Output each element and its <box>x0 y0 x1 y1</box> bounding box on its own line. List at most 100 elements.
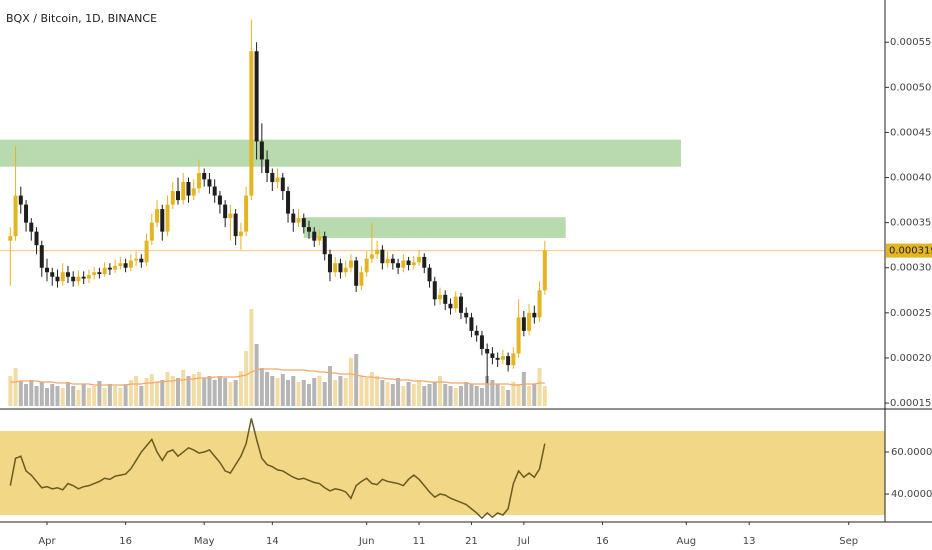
candle-body <box>165 204 170 232</box>
candle-body <box>144 240 149 263</box>
candle-body <box>217 195 222 205</box>
candle-body <box>76 276 81 282</box>
volume-bar <box>364 378 369 406</box>
candle-body <box>123 263 128 268</box>
volume-bar <box>113 386 118 406</box>
candle-body <box>317 236 322 241</box>
x-tick-label: 16 <box>596 536 609 547</box>
candle-body <box>286 191 291 214</box>
candle-body <box>107 267 112 270</box>
candle-body <box>18 195 23 205</box>
candle-body <box>380 249 385 264</box>
volume-bar <box>333 380 338 406</box>
candle-body <box>223 204 228 219</box>
volume-bar <box>71 386 76 406</box>
candle-body <box>375 249 380 255</box>
candle-body <box>333 263 338 273</box>
x-tick-label: Sep <box>839 536 858 547</box>
candle-body <box>128 260 133 268</box>
volume-bar <box>202 378 207 406</box>
candle-body <box>406 260 411 266</box>
candle-body <box>432 281 437 300</box>
candle-body <box>322 236 327 255</box>
volume-bar <box>186 376 191 406</box>
candle-body <box>369 254 374 259</box>
volume-bar <box>390 384 395 406</box>
candle-body <box>485 348 490 354</box>
volume-bar <box>223 378 228 406</box>
candle-body <box>521 317 526 331</box>
candle-body <box>417 256 422 263</box>
volume-bar <box>474 386 479 406</box>
volume-bar <box>123 384 128 406</box>
candle-body <box>102 267 107 275</box>
volume-bar <box>411 384 416 406</box>
volume-bar <box>176 378 181 406</box>
candle-body <box>411 262 416 266</box>
volume-bar <box>128 380 133 406</box>
candle-body <box>532 312 537 318</box>
x-tick-label: May <box>194 536 215 547</box>
candle-body <box>469 317 474 331</box>
volume-bar <box>542 386 547 406</box>
candle-body <box>39 245 44 268</box>
volume-ma <box>10 368 545 386</box>
volume-bar <box>50 384 55 406</box>
candle-body <box>453 296 458 309</box>
candle-body <box>542 250 547 291</box>
volume-bar <box>438 376 443 406</box>
candle-body <box>527 312 532 331</box>
candle-body <box>170 191 175 205</box>
candle-body <box>118 263 123 266</box>
candle-body <box>181 182 186 201</box>
candle-body <box>307 227 312 232</box>
y-tick-label: 0.00055000 <box>890 37 932 48</box>
candle-body <box>254 51 259 142</box>
candle-body <box>86 274 91 279</box>
candle-body <box>139 258 144 263</box>
volume-bar <box>259 368 264 406</box>
candle-body <box>212 186 217 196</box>
volume-bar <box>506 390 511 406</box>
volume-bar <box>458 386 463 406</box>
volume-bar <box>149 374 154 406</box>
volume-bar <box>406 382 411 406</box>
volume-bar <box>34 386 39 406</box>
candle-body <box>202 173 207 180</box>
volume-bar <box>81 384 86 406</box>
candle-body <box>244 195 249 232</box>
volume-bar <box>55 386 60 406</box>
candle-body <box>479 335 484 349</box>
volume-bar <box>511 382 516 406</box>
volume-bar <box>165 372 170 406</box>
volume-bar <box>479 388 484 406</box>
x-tick-label: 21 <box>465 536 478 547</box>
volume-bar <box>207 376 212 406</box>
y-tick-label: 0.00040000 <box>890 173 932 184</box>
volume-bar <box>228 382 233 406</box>
candle-body <box>270 173 275 183</box>
candle-body <box>238 231 243 237</box>
chart-title: BQX / Bitcoin, 1D, BINANCE <box>6 12 157 25</box>
volume-bar <box>495 384 500 406</box>
candle-body <box>176 191 181 201</box>
candle-body <box>60 272 65 282</box>
candle-body <box>500 356 505 360</box>
candle-body <box>474 330 479 336</box>
candle-body <box>50 272 55 277</box>
volume-bar <box>97 381 102 406</box>
volume-bar <box>422 386 427 406</box>
y-tick-label: 0.00045000 <box>890 127 932 138</box>
volume-bar <box>327 366 332 406</box>
volume-bar <box>24 384 29 406</box>
volume-bar <box>270 376 275 406</box>
rsi-line <box>9 418 546 520</box>
candle-body <box>155 209 160 223</box>
candle-body <box>364 258 369 273</box>
volume-bar <box>375 376 380 406</box>
candle-body <box>186 182 191 196</box>
y-tick-label: 0.00050000 <box>890 82 932 93</box>
volume-bar <box>170 376 175 406</box>
volume-bar <box>307 384 312 406</box>
volume-bar <box>500 386 505 406</box>
